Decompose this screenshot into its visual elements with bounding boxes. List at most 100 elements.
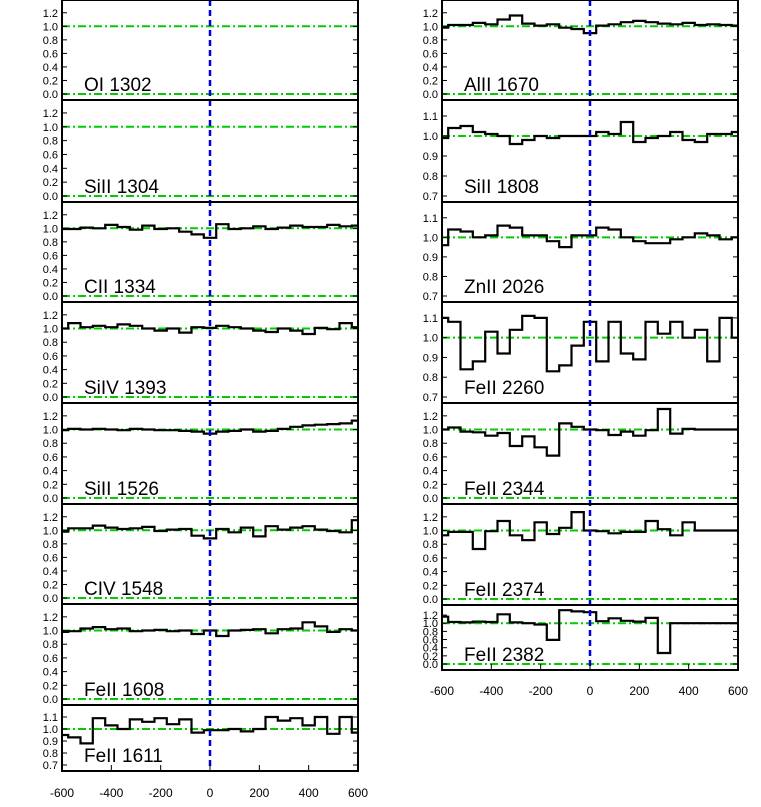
y-tick-label: 0.8 xyxy=(43,337,58,349)
y-tick-label: 1.2 xyxy=(43,108,58,120)
y-tick-label: 0.8 xyxy=(43,237,58,249)
panel-label: CII 1334 xyxy=(84,277,156,298)
y-tick-label: 0.7 xyxy=(423,392,438,404)
x-tick-label: -200 xyxy=(149,786,173,800)
y-tick-label: 0.8 xyxy=(423,438,438,450)
x-tick-label: -600 xyxy=(50,786,74,800)
y-tick-label: 1.1 xyxy=(43,712,58,724)
y-tick-label: 0.4 xyxy=(423,466,438,478)
y-tick-label: 0.2 xyxy=(43,479,58,491)
y-tick-label: 0.8 xyxy=(43,136,58,148)
y-tick-label: 0.2 xyxy=(43,378,58,390)
y-tick-label: 0.9 xyxy=(423,252,438,264)
x-tick-label: 400 xyxy=(299,786,319,800)
y-tick-label: 1.0 xyxy=(43,122,58,134)
y-tick-label: 0.6 xyxy=(43,552,58,564)
y-tick-label: 0.4 xyxy=(43,264,58,276)
y-tick-label: 0.2 xyxy=(43,75,58,87)
y-tick-label: 1.2 xyxy=(423,8,438,20)
y-tick-label: 1.0 xyxy=(423,21,438,33)
y-tick-label: 0.0 xyxy=(43,392,58,404)
spectrum-trace xyxy=(442,511,738,551)
spectrum-trace xyxy=(62,519,358,540)
y-tick-label: 0.2 xyxy=(43,680,58,692)
y-tick-label: 1.1 xyxy=(423,111,438,123)
panel-label: SiIV 1393 xyxy=(84,378,166,399)
y-tick-label: 1.0 xyxy=(43,626,58,638)
y-tick-label: 0.6 xyxy=(43,48,58,60)
spectrum-trace xyxy=(442,609,738,655)
y-tick-label: 0.4 xyxy=(423,62,438,74)
y-tick-label: 0.0 xyxy=(423,594,438,606)
y-tick-label: 0.0 xyxy=(423,493,438,505)
y-tick-label: 0.9 xyxy=(423,352,438,364)
x-tick-label: 200 xyxy=(249,786,269,800)
y-tick-label: 1.0 xyxy=(423,232,438,244)
y-tick-label: 1.0 xyxy=(423,526,438,538)
spectrum-trace xyxy=(442,407,738,457)
y-tick-label: 0.0 xyxy=(423,659,438,671)
y-tick-label: 0.0 xyxy=(43,694,58,706)
y-tick-label: 0.2 xyxy=(423,580,438,592)
y-tick-label: 0.8 xyxy=(423,171,438,183)
spectrum-trace xyxy=(442,120,738,146)
y-tick-label: 0.8 xyxy=(43,438,58,450)
y-tick-label: 0.6 xyxy=(43,351,58,363)
x-tick-label: 400 xyxy=(679,684,699,698)
y-tick-label: 0.8 xyxy=(43,748,58,760)
panel-label: SiII 1526 xyxy=(84,479,159,500)
y-tick-label: 0.6 xyxy=(43,149,58,161)
spectrum-trace xyxy=(62,419,358,435)
spectrum-trace xyxy=(62,322,358,336)
y-tick-label: 1.0 xyxy=(43,425,58,437)
y-tick-label: 0.8 xyxy=(43,35,58,47)
y-tick-label: 1.1 xyxy=(423,313,438,325)
x-tick-label: 0 xyxy=(207,786,214,800)
y-tick-label: 1.0 xyxy=(43,525,58,537)
y-tick-label: 0.2 xyxy=(423,651,438,663)
panel-label: OI 1302 xyxy=(84,75,152,96)
y-tick-label: 1.0 xyxy=(423,131,438,143)
y-tick-label: 0.8 xyxy=(423,626,438,638)
y-tick-label: 0.6 xyxy=(423,635,438,647)
panel-label: FeII 2344 xyxy=(464,479,545,500)
y-tick-label: 0.6 xyxy=(423,553,438,565)
y-tick-label: 0.7 xyxy=(43,760,58,772)
y-tick-label: 0.2 xyxy=(43,579,58,591)
panel-label: FeII 2382 xyxy=(464,645,544,666)
y-tick-label: 1.0 xyxy=(423,425,438,437)
panel-label: SiII 1304 xyxy=(84,177,159,198)
y-tick-label: 1.0 xyxy=(43,223,58,235)
y-tick-label: 0.4 xyxy=(423,643,438,655)
y-tick-label: 0.0 xyxy=(423,89,438,101)
y-tick-label: 0.4 xyxy=(43,163,58,175)
y-tick-label: 0.8 xyxy=(43,539,58,551)
y-tick-label: 1.0 xyxy=(43,324,58,336)
panel-label: AlII 1670 xyxy=(464,75,539,96)
panel-label: SiII 1808 xyxy=(464,177,539,198)
y-tick-label: 0.8 xyxy=(423,372,438,384)
y-tick-label: 0.7 xyxy=(423,191,438,203)
y-tick-label: 0.6 xyxy=(423,48,438,60)
y-tick-label: 0.4 xyxy=(423,567,438,579)
x-tick-label: -600 xyxy=(430,684,454,698)
y-tick-label: 1.2 xyxy=(43,411,58,423)
y-tick-label: 0.8 xyxy=(43,639,58,651)
panel-label: FeII 1611 xyxy=(84,746,163,767)
x-tick-label: 200 xyxy=(629,684,649,698)
y-tick-label: 0.0 xyxy=(43,89,58,101)
x-tick-label: 0 xyxy=(587,684,594,698)
x-tick-label: -400 xyxy=(479,684,503,698)
y-tick-label: 1.2 xyxy=(43,612,58,624)
x-tick-label: -200 xyxy=(529,684,553,698)
y-tick-label: 0.0 xyxy=(43,493,58,505)
y-tick-label: 0.4 xyxy=(43,365,58,377)
y-tick-label: 1.2 xyxy=(423,512,438,524)
panel-label: CIV 1548 xyxy=(84,579,163,600)
y-tick-label: 1.2 xyxy=(43,210,58,222)
y-tick-label: 0.0 xyxy=(43,291,58,303)
y-tick-label: 0.2 xyxy=(423,479,438,491)
y-tick-label: 1.2 xyxy=(43,8,58,20)
y-tick-label: 0.2 xyxy=(43,277,58,289)
